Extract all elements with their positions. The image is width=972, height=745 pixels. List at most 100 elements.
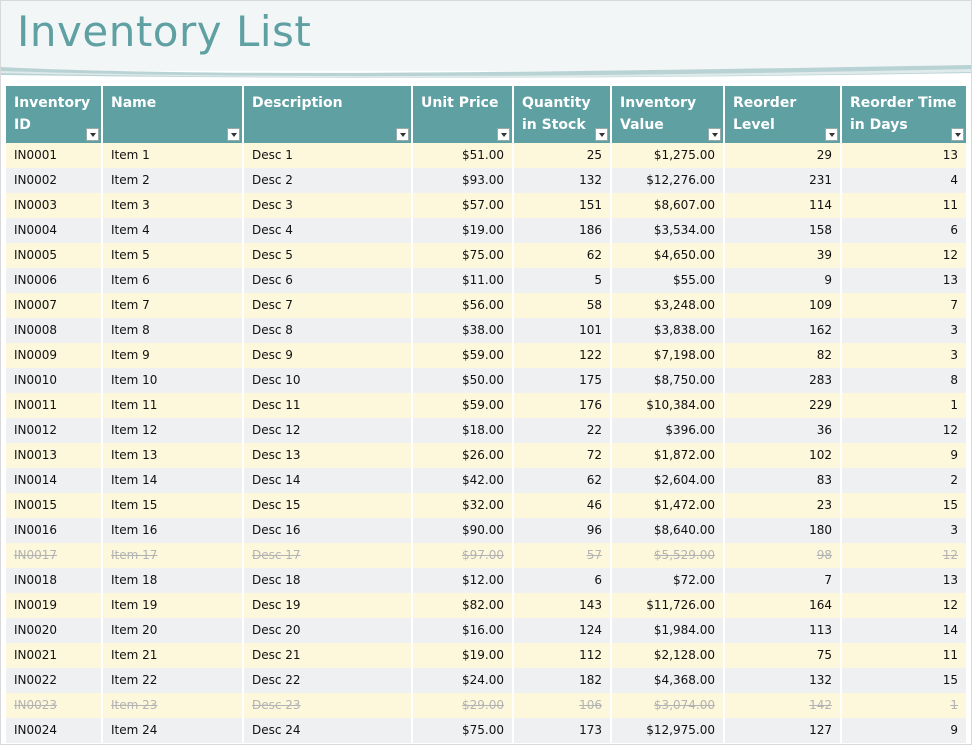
cell-price[interactable]: $75.00 xyxy=(413,243,512,268)
cell-value[interactable]: $2,128.00 xyxy=(612,643,723,668)
cell-desc[interactable]: Desc 7 xyxy=(244,293,411,318)
table-row[interactable]: IN0003 Item 3 Desc 3 $57.00 151 $8,607.00 114 1… xyxy=(6,193,966,218)
cell-value[interactable]: $4,368.00 xyxy=(612,668,723,693)
cell-value[interactable]: $3,534.00 xyxy=(612,218,723,243)
column-header-reorder[interactable]: Reorder Level xyxy=(725,86,840,143)
cell-qty[interactable]: 72 xyxy=(514,443,610,468)
cell-reorder[interactable]: 7 xyxy=(725,568,840,593)
cell-price[interactable]: $11.00 xyxy=(413,268,512,293)
cell-desc[interactable]: Desc 20 xyxy=(244,618,411,643)
cell-price[interactable]: $56.00 xyxy=(413,293,512,318)
cell-days[interactable]: 3 xyxy=(842,318,966,343)
cell-id[interactable]: IN0002 xyxy=(6,168,101,193)
cell-price[interactable]: $57.00 xyxy=(413,193,512,218)
cell-qty[interactable]: 122 xyxy=(514,343,610,368)
cell-desc[interactable]: Desc 9 xyxy=(244,343,411,368)
cell-reorder[interactable]: 9 xyxy=(725,268,840,293)
cell-name[interactable]: Item 7 xyxy=(103,293,242,318)
cell-qty[interactable]: 96 xyxy=(514,518,610,543)
cell-days[interactable]: 3 xyxy=(842,518,966,543)
cell-id[interactable]: IN0009 xyxy=(6,343,101,368)
cell-name[interactable]: Item 14 xyxy=(103,468,242,493)
cell-days[interactable]: 6 xyxy=(842,218,966,243)
cell-desc[interactable]: Desc 13 xyxy=(244,443,411,468)
cell-qty[interactable]: 182 xyxy=(514,668,610,693)
cell-days[interactable]: 11 xyxy=(842,193,966,218)
cell-days[interactable]: 13 xyxy=(842,143,966,168)
cell-name[interactable]: Item 16 xyxy=(103,518,242,543)
cell-id[interactable]: IN0007 xyxy=(6,293,101,318)
cell-desc[interactable]: Desc 1 xyxy=(244,143,411,168)
filter-dropdown-icon[interactable] xyxy=(396,128,409,141)
cell-desc[interactable]: Desc 4 xyxy=(244,218,411,243)
filter-dropdown-icon[interactable] xyxy=(227,128,240,141)
cell-id[interactable]: IN0024 xyxy=(6,718,101,743)
cell-reorder[interactable]: 162 xyxy=(725,318,840,343)
cell-name[interactable]: Item 18 xyxy=(103,568,242,593)
cell-value[interactable]: $10,384.00 xyxy=(612,393,723,418)
cell-price[interactable]: $75.00 xyxy=(413,718,512,743)
cell-id[interactable]: IN0016 xyxy=(6,518,101,543)
table-row[interactable]: IN0024 Item 24 Desc 24 $75.00 173 $12,975.00 1… xyxy=(6,718,966,743)
column-header-days[interactable]: Reorder Time in Days xyxy=(842,86,966,143)
cell-name[interactable]: Item 3 xyxy=(103,193,242,218)
cell-days[interactable]: 12 xyxy=(842,243,966,268)
filter-dropdown-icon[interactable] xyxy=(825,128,838,141)
cell-reorder[interactable]: 158 xyxy=(725,218,840,243)
table-row[interactable]: IN0002 Item 2 Desc 2 $93.00 132 $12,276.00 231… xyxy=(6,168,966,193)
cell-value[interactable]: $5,529.00 xyxy=(612,543,723,568)
cell-id[interactable]: IN0019 xyxy=(6,593,101,618)
cell-price[interactable]: $42.00 xyxy=(413,468,512,493)
cell-desc[interactable]: Desc 21 xyxy=(244,643,411,668)
cell-name[interactable]: Item 19 xyxy=(103,593,242,618)
cell-price[interactable]: $59.00 xyxy=(413,393,512,418)
cell-name[interactable]: Item 10 xyxy=(103,368,242,393)
table-row[interactable]: IN0020 Item 20 Desc 20 $16.00 124 $1,984.00 11… xyxy=(6,618,966,643)
cell-qty[interactable]: 143 xyxy=(514,593,610,618)
cell-qty[interactable]: 6 xyxy=(514,568,610,593)
cell-name[interactable]: Item 4 xyxy=(103,218,242,243)
cell-name[interactable]: Item 11 xyxy=(103,393,242,418)
cell-id[interactable]: IN0015 xyxy=(6,493,101,518)
cell-value[interactable]: $1,872.00 xyxy=(612,443,723,468)
table-row[interactable]: IN0009 Item 9 Desc 9 $59.00 122 $7,198.00 82 3 xyxy=(6,343,966,368)
cell-value[interactable]: $8,607.00 xyxy=(612,193,723,218)
cell-id[interactable]: IN0021 xyxy=(6,643,101,668)
column-header-qty[interactable]: Quantity in Stock xyxy=(514,86,610,143)
cell-id[interactable]: IN0017 xyxy=(6,543,101,568)
cell-price[interactable]: $18.00 xyxy=(413,418,512,443)
cell-name[interactable]: Item 20 xyxy=(103,618,242,643)
cell-value[interactable]: $396.00 xyxy=(612,418,723,443)
cell-desc[interactable]: Desc 6 xyxy=(244,268,411,293)
cell-reorder[interactable]: 113 xyxy=(725,618,840,643)
cell-reorder[interactable]: 102 xyxy=(725,443,840,468)
table-row[interactable]: IN0011 Item 11 Desc 11 $59.00 176 $10,384.00 2… xyxy=(6,393,966,418)
cell-price[interactable]: $19.00 xyxy=(413,218,512,243)
cell-id[interactable]: IN0023 xyxy=(6,693,101,718)
cell-reorder[interactable]: 229 xyxy=(725,393,840,418)
cell-reorder[interactable]: 82 xyxy=(725,343,840,368)
cell-name[interactable]: Item 24 xyxy=(103,718,242,743)
cell-qty[interactable]: 25 xyxy=(514,143,610,168)
cell-reorder[interactable]: 83 xyxy=(725,468,840,493)
column-header-desc[interactable]: Description xyxy=(244,86,411,143)
cell-desc[interactable]: Desc 17 xyxy=(244,543,411,568)
filter-dropdown-icon[interactable] xyxy=(708,128,721,141)
cell-days[interactable]: 13 xyxy=(842,568,966,593)
cell-value[interactable]: $8,750.00 xyxy=(612,368,723,393)
table-row[interactable]: IN0015 Item 15 Desc 15 $32.00 46 $1,472.00 23 1… xyxy=(6,493,966,518)
cell-name[interactable]: Item 21 xyxy=(103,643,242,668)
cell-desc[interactable]: Desc 2 xyxy=(244,168,411,193)
cell-desc[interactable]: Desc 18 xyxy=(244,568,411,593)
cell-qty[interactable]: 124 xyxy=(514,618,610,643)
cell-value[interactable]: $8,640.00 xyxy=(612,518,723,543)
table-row[interactable]: IN0016 Item 16 Desc 16 $90.00 96 $8,640.00 180… xyxy=(6,518,966,543)
cell-price[interactable]: $24.00 xyxy=(413,668,512,693)
cell-name[interactable]: Item 2 xyxy=(103,168,242,193)
table-row[interactable]: IN0008 Item 8 Desc 8 $38.00 101 $3,838.00 162 3 xyxy=(6,318,966,343)
cell-days[interactable]: 15 xyxy=(842,493,966,518)
cell-value[interactable]: $11,726.00 xyxy=(612,593,723,618)
table-row[interactable]: IN0007 Item 7 Desc 7 $56.00 58 $3,248.00 109 7 xyxy=(6,293,966,318)
cell-qty[interactable]: 106 xyxy=(514,693,610,718)
cell-value[interactable]: $1,984.00 xyxy=(612,618,723,643)
